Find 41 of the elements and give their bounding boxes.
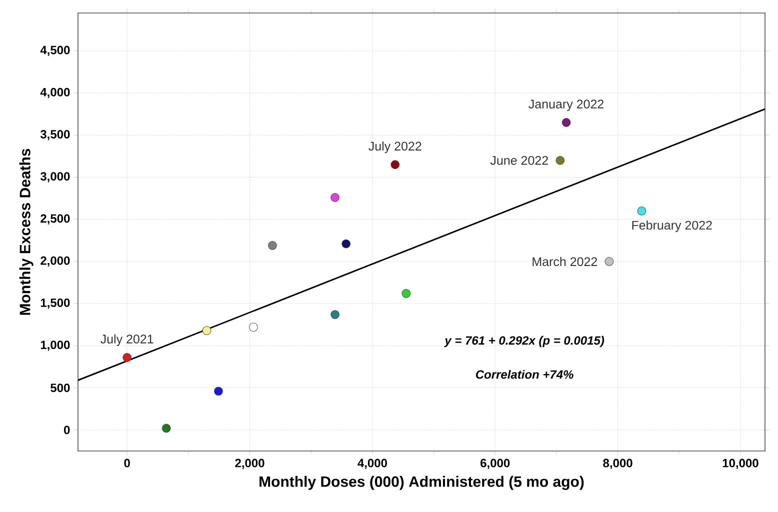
- y-tick-label: 3,000: [40, 172, 70, 182]
- x-tick-label: 10,000: [722, 458, 758, 470]
- x-tick-label: 6,000: [480, 458, 510, 470]
- point: [342, 239, 351, 248]
- point: [214, 386, 223, 396]
- y-tick-label: 3,500: [40, 130, 70, 140]
- x-tick-label: 8,000: [603, 458, 632, 470]
- point: [268, 241, 277, 250]
- annotation: July 2021: [100, 334, 154, 346]
- annotation: March 2022: [532, 256, 598, 266]
- y-tick-label: 2,000: [40, 256, 70, 267]
- annotation: January 2022: [528, 100, 604, 111]
- y-axis-title: Monthly Excess Deaths: [19, 148, 34, 315]
- annotation: February 2022: [632, 220, 712, 232]
- y-tick-label: 500: [50, 384, 70, 392]
- annotation: June 2022: [490, 156, 548, 165]
- y-tick-label: 0: [64, 426, 70, 434]
- x-tick-label: 0: [124, 458, 130, 468]
- x-tick-label: 2,000: [235, 458, 264, 470]
- point: [637, 206, 646, 216]
- point: [604, 257, 614, 266]
- point: [122, 353, 132, 362]
- y-tick-label: 1,500: [40, 298, 70, 309]
- point: [562, 118, 571, 127]
- x-axis-title: Monthly Doses (000) Administered (5 mo ago): [260, 476, 584, 490]
- annotation: y = 761 + 0.292x (p = 0.0015): [444, 336, 604, 348]
- x-tick-label: 4,000: [358, 458, 387, 470]
- point: [330, 310, 340, 319]
- point: [202, 326, 212, 335]
- point: [248, 322, 258, 332]
- y-tick-label: 2,500: [40, 214, 70, 224]
- y-tick-label: 1,000: [40, 340, 70, 351]
- y-tick-label: 4,000: [40, 88, 70, 98]
- point: [390, 160, 400, 170]
- point: [556, 156, 565, 165]
- point: [330, 193, 340, 202]
- annotation: Correlation +74%: [476, 370, 574, 379]
- y-tick-label: 4,500: [40, 46, 70, 56]
- point: [162, 424, 171, 433]
- point: [402, 289, 411, 298]
- annotation: July 2022: [368, 141, 422, 154]
